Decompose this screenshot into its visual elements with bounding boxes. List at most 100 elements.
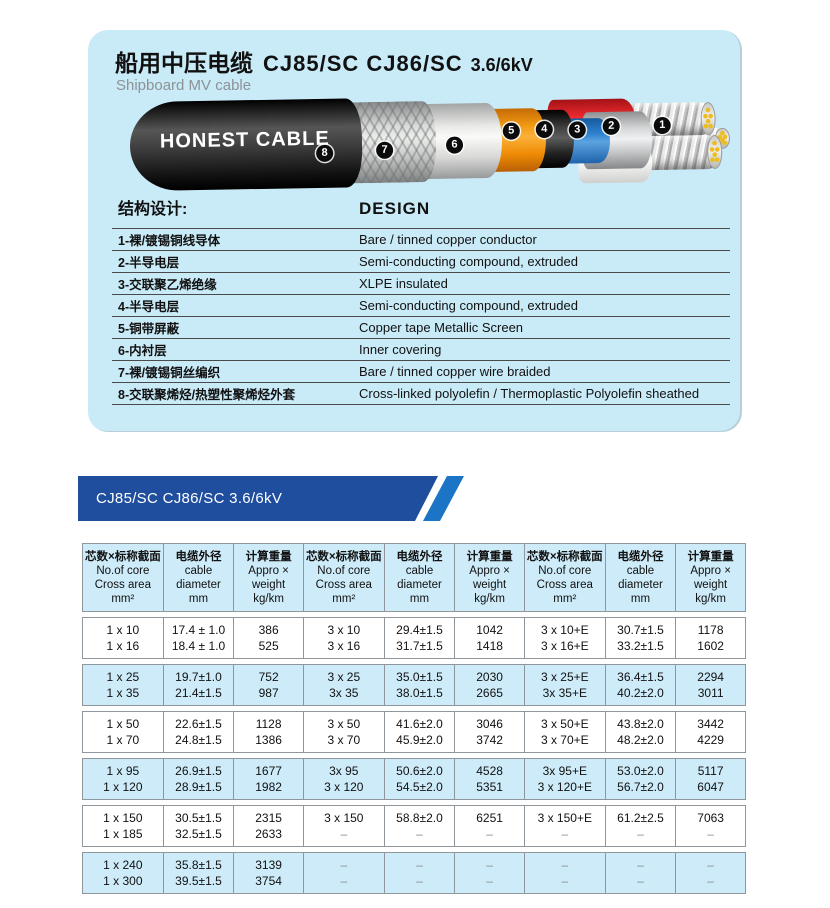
spec-table-head: 芯数×标称截面 No.of core Cross area mm² 电缆外径 cable d… (82, 543, 746, 612)
spec-cell-value: – (637, 874, 644, 888)
spec-cell-value: 386 (258, 623, 279, 637)
design-header-chinese: 结构设计: (118, 201, 188, 218)
page-subtitle: Shipboard MV cable (116, 77, 252, 94)
design-row: 2-半导电层 Semi-conducting compound, extruded (112, 250, 730, 272)
spec-cell-value: 1 x 70 (106, 733, 140, 747)
spec-cell: 1128 1386 (234, 711, 304, 753)
spec-cell-value: 38.0±1.5 (396, 686, 443, 700)
design-row-chinese: 2-半导电层 (118, 256, 180, 270)
spec-column-header-line: Cross area (315, 579, 372, 591)
spec-column-header-line: cable (184, 565, 213, 577)
spec-cell: 4528 5351 (455, 758, 525, 800)
spec-cell-value: – (561, 858, 569, 872)
spec-cell: 30.7±1.5 33.2±1.5 (605, 617, 677, 659)
title-models: CJ85/SC CJ86/SC (263, 51, 463, 76)
spec-cell: 2294 3011 (676, 664, 746, 706)
spec-cell: – – (303, 852, 385, 894)
conductor-end-face (700, 102, 716, 136)
design-row-chinese: 8-交联聚烯烃/热塑性聚烯烃外套 (118, 388, 296, 402)
spec-cell-value: 3046 (476, 717, 503, 731)
spec-cell: 3x 95+E 3 x 120+E (524, 758, 606, 800)
spec-band-row: 1 x 10 1 x 16 17.4 ± 1.0 18.4 ± 1.0 386 525 3 … (82, 617, 746, 659)
spec-cell-value: 3x 95+E (542, 764, 587, 778)
spec-cell-value: 1 x 50 (106, 717, 140, 731)
spec-column-header: 计算重量 Appro × weight kg/km (234, 543, 304, 612)
spec-cell-value: 1042 (476, 623, 503, 637)
spec-cell-value: 3 x 25+E (540, 670, 589, 684)
spec-cell: 3 x 10+E 3 x 16+E (524, 617, 606, 659)
spec-cell: 35.0±1.5 38.0±1.5 (384, 664, 456, 706)
spec-cell: 1677 1982 (234, 758, 304, 800)
spec-cell-value: 3x 35+E (542, 686, 587, 700)
spec-column-header-line: diameter (176, 579, 221, 591)
spec-cell: 6251 – (455, 805, 525, 847)
spec-cell: 3 x 10 3 x 16 (303, 617, 385, 659)
spec-cell-value: 35.0±1.5 (396, 670, 443, 684)
spec-column-header-line: mm² (111, 593, 135, 605)
spec-cell-value: 3742 (476, 733, 503, 747)
spec-cell-value: – (707, 874, 714, 888)
spec-column-header-line: mm (409, 593, 430, 605)
spec-cell-value: 18.4 ± 1.0 (171, 639, 226, 653)
spec-cell: 2315 2633 (234, 805, 304, 847)
spec-cell-value: – (416, 874, 423, 888)
spec-cell-value: 3 x 16 (327, 639, 361, 653)
spec-cell: 1 x 95 1 x 120 (82, 758, 164, 800)
spec-cell-value: 2633 (255, 827, 282, 841)
spec-band-row: 1 x 50 1 x 70 22.6±1.5 24.8±1.5 1128 1386 3 x … (82, 711, 746, 753)
spec-column-header: 电缆外径 cable diameter mm (163, 543, 235, 612)
spec-column-header-line: kg/km (474, 593, 505, 605)
design-row-chinese: 7-裸/镀锡铜丝编织 (118, 366, 221, 380)
spec-cell: 3 x 25 3x 35 (303, 664, 385, 706)
spec-cell-value: – (416, 858, 423, 872)
spec-cell-value: 1 x 95 (106, 764, 140, 778)
design-row: 5-铜带屏蔽 Copper tape Metallic Screen (112, 316, 730, 338)
spec-banner: CJ85/SC CJ86/SC 3.6/6kV (78, 476, 478, 521)
design-row-english: Semi-conducting compound, extruded (359, 254, 578, 269)
spec-cell-value: 17.4 ± 1.0 (171, 623, 226, 637)
design-row-chinese: 4-半导电层 (118, 300, 180, 314)
spec-cell: – – (384, 852, 456, 894)
spec-column-header-line: mm² (332, 593, 356, 605)
spec-column-header-line: mm (630, 593, 651, 605)
spec-cell-value: 987 (258, 686, 279, 700)
spec-cell-value: – (486, 858, 493, 872)
spec-cell: 26.9±1.5 28.9±1.5 (163, 758, 235, 800)
spec-cell-value: 30.5±1.5 (175, 811, 222, 825)
spec-column-header: 计算重量 Appro × weight kg/km (455, 543, 525, 612)
spec-cell-value: – (637, 858, 644, 872)
spec-cell-value: 4229 (697, 733, 724, 747)
spec-table-body: 1 x 10 1 x 16 17.4 ± 1.0 18.4 ± 1.0 386 525 3 … (82, 617, 746, 894)
spec-cell-value: 1128 (255, 717, 282, 731)
spec-band-row: 1 x 150 1 x 185 30.5±1.5 32.5±1.5 2315 2633 3 … (82, 805, 746, 847)
spec-cell-value: 43.8±2.0 (617, 717, 664, 731)
spec-cell-value: 1602 (697, 639, 724, 653)
spec-cell: 30.5±1.5 32.5±1.5 (163, 805, 235, 847)
design-row: 3-交联聚乙烯绝缘 XLPE insulated (112, 272, 730, 294)
spec-cell: – – (455, 852, 525, 894)
spec-cell-value: 3 x 150+E (537, 811, 592, 825)
spec-cell: – – (676, 852, 746, 894)
brand-label: HONEST CABLE (159, 127, 330, 153)
spec-cell-value: 58.8±2.0 (396, 811, 443, 825)
spec-cell: 50.6±2.0 54.5±2.0 (384, 758, 456, 800)
spec-band-row: 1 x 240 1 x 300 35.8±1.5 39.5±1.5 3139 3754– –… (82, 852, 746, 894)
spec-cell-value: 3 x 50+E (540, 717, 589, 731)
spec-cell-value: 1418 (476, 639, 503, 653)
spec-cell-value: 30.7±1.5 (617, 623, 664, 637)
spec-cell-value: 6251 (476, 811, 503, 825)
spec-column-header-line: 芯数×标称截面 (305, 551, 382, 563)
spec-cell-value: 3 x 10 (327, 623, 361, 637)
design-row-english: Inner covering (359, 342, 442, 357)
design-row-english: Bare / tinned copper wire braided (359, 364, 551, 379)
spec-cell-value: – (486, 874, 493, 888)
design-row: 7-裸/镀锡铜丝编织 Bare / tinned copper wire brai… (112, 360, 730, 382)
spec-cell-value: 3x 35 (329, 686, 359, 700)
spec-cell-value: 1 x 25 (106, 670, 140, 684)
spec-cell: 1 x 50 1 x 70 (82, 711, 164, 753)
spec-cell-value: 6047 (697, 780, 724, 794)
spec-cell-value: 525 (258, 639, 279, 653)
spec-cell-value: 1 x 120 (103, 780, 143, 794)
spec-cell-value: 31.7±1.5 (396, 639, 443, 653)
spec-column-header-line: kg/km (695, 593, 726, 605)
